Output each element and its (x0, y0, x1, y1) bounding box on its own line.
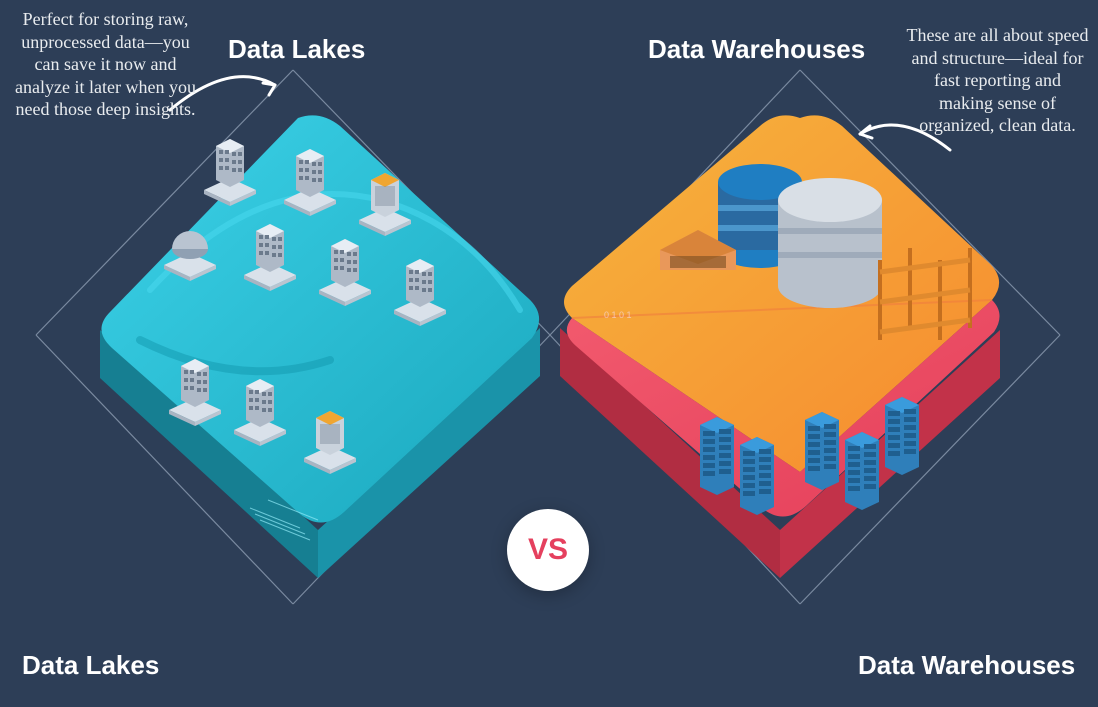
heading-right-top: Data Warehouses (648, 34, 865, 65)
infographic-stage: 0 1 0 1 (0, 0, 1098, 707)
vs-badge-text: VS (528, 533, 568, 567)
heading-left-top: Data Lakes (228, 34, 365, 65)
heading-right-bottom: Data Warehouses (858, 650, 1075, 681)
annotation-right: These are all about speed and structure—… (905, 24, 1090, 137)
vs-badge: VS (507, 509, 589, 591)
db-cylinder-grey (778, 178, 882, 308)
right-panel: 0 1 0 1 (560, 115, 1000, 578)
left-panel (100, 115, 540, 578)
annotation-left: Perfect for storing raw, unprocessed dat… (8, 8, 203, 121)
heading-left-bottom: Data Lakes (22, 650, 159, 681)
svg-text:0 1 0 1: 0 1 0 1 (604, 310, 632, 320)
